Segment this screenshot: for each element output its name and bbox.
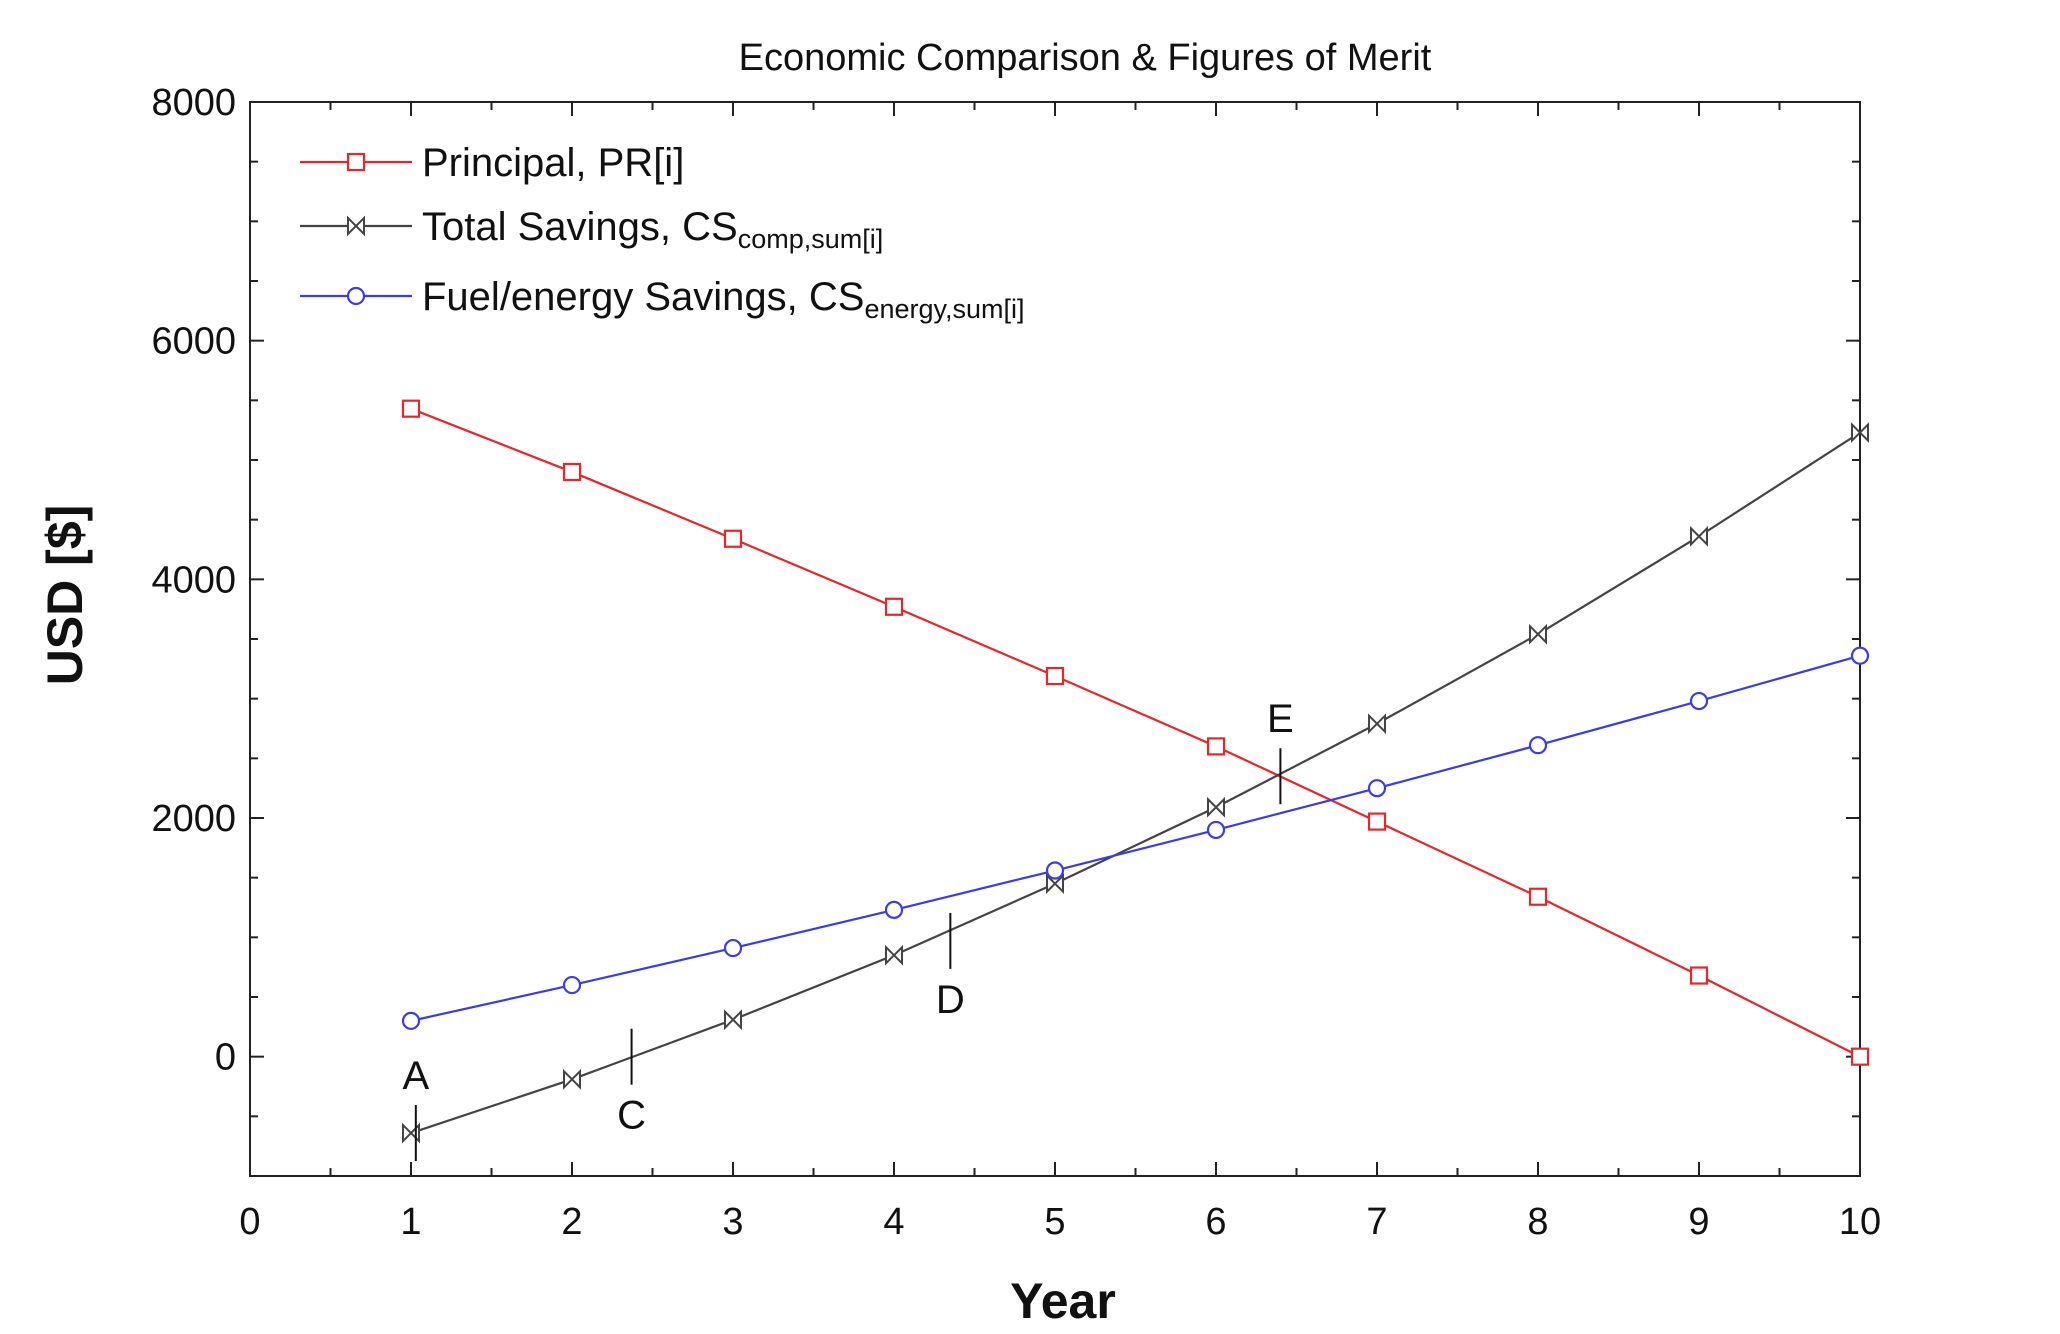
data-point-marker [1689, 966, 1709, 985]
x-tick-label: 7 [1366, 1201, 1387, 1243]
series-layer [401, 399, 1870, 1144]
data-point-marker [723, 938, 743, 958]
series-2 [402, 422, 1869, 1144]
y-axis-label: USD [$] [37, 505, 93, 686]
x-tick-label: 3 [722, 1201, 743, 1243]
data-point-marker [1206, 737, 1226, 756]
x-tick-label: 4 [883, 1201, 904, 1243]
x-tick-label: 6 [1205, 1201, 1226, 1243]
legend-marker [347, 215, 365, 237]
data-point-marker [1689, 691, 1709, 711]
series-line [410, 431, 1861, 1135]
x-tick-label: 2 [561, 1201, 582, 1243]
data-point-marker [1528, 887, 1548, 906]
y-tick-label: 6000 [151, 321, 236, 363]
annotation-label: E [1267, 697, 1294, 741]
axis-ticks: 0 1 2 3 4 5 6 7 8 9 10 0 2000 4000 6000 8000 [151, 82, 1881, 1243]
data-point-marker [724, 1009, 742, 1031]
x-tick-label: 9 [1688, 1201, 1709, 1243]
series-line [410, 407, 1861, 1058]
x-axis-label: Year [1010, 1273, 1116, 1329]
data-point-marker [885, 944, 903, 966]
y-tick-label: 0 [215, 1037, 236, 1079]
chart-title: Economic Comparison & Figures of Merit [739, 37, 1432, 79]
data-point-marker [401, 1011, 421, 1030]
data-point-marker [1046, 873, 1064, 895]
data-point-marker [562, 975, 582, 995]
y-tick-label: 8000 [151, 82, 236, 124]
y-tick-label: 4000 [151, 559, 236, 601]
series-line [410, 654, 1861, 1022]
data-point-marker [1528, 736, 1548, 755]
annotation-label: A [402, 1054, 429, 1098]
x-tick-label: 10 [1839, 1201, 1881, 1243]
y-tick-label: 2000 [151, 798, 236, 840]
data-point-marker [884, 597, 904, 616]
data-point-marker [1850, 1047, 1870, 1066]
data-point-marker [1368, 713, 1386, 735]
x-tick-label: 0 [239, 1201, 260, 1243]
data-point-marker [1367, 812, 1387, 831]
data-point-marker [1045, 666, 1065, 686]
x-tick-label: 5 [1044, 1201, 1065, 1243]
data-point-marker [1850, 646, 1870, 665]
annotation-label: C [617, 1094, 646, 1138]
legend-label: Fuel/energy Savings, CSenergy,sum[i] [422, 275, 1025, 324]
series-1 [401, 399, 1870, 1066]
series-3 [401, 646, 1870, 1030]
x-tick-label: 1 [400, 1201, 421, 1243]
data-point-marker [1367, 779, 1387, 798]
data-point-marker [884, 900, 904, 919]
data-point-marker [1045, 861, 1065, 880]
data-point-marker [562, 462, 582, 482]
legend-marker [346, 286, 366, 306]
annotations: A C D E [402, 697, 1294, 1162]
legend-marker [346, 152, 366, 172]
data-point-marker [723, 529, 743, 548]
data-point-marker [1690, 525, 1708, 547]
legend-label: Total Savings, CScomp,sum[i] [422, 205, 883, 254]
plot-frame [249, 101, 1861, 1177]
x-tick-label: 8 [1527, 1201, 1548, 1243]
data-point-marker [401, 399, 421, 418]
data-point-marker [563, 1068, 581, 1090]
data-point-marker [1206, 820, 1226, 840]
data-point-marker [1529, 623, 1547, 645]
data-point-marker [1207, 796, 1225, 818]
legend-label: Principal, PR[i] [422, 141, 684, 185]
legend: Principal, PR[i] Total Savings, CScomp,su… [300, 141, 1025, 324]
annotation-label: D [936, 978, 965, 1022]
data-point-marker [1851, 422, 1869, 443]
